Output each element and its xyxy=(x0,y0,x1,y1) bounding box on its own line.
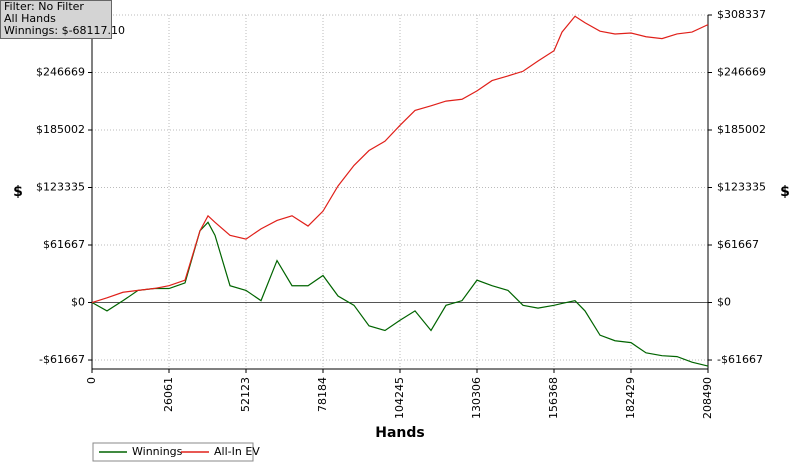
legend-label: Winnings xyxy=(132,445,183,458)
info-text: All Hands xyxy=(4,12,56,25)
y-tick-label: $123335 xyxy=(36,181,85,194)
x-tick-label: 52123 xyxy=(239,377,252,412)
y2-tick-label: $308337 xyxy=(717,8,766,21)
y2-axis-label: $ xyxy=(780,184,790,200)
info-text: Filter: No Filter xyxy=(4,0,84,13)
legend-label: All-In EV xyxy=(214,445,260,458)
x-tick-label: 104245 xyxy=(393,377,406,419)
y2-tick-label: -$61667 xyxy=(717,353,763,366)
y-tick-label: -$61667 xyxy=(39,353,85,366)
y2-tick-label: $61667 xyxy=(717,238,759,251)
info-box xyxy=(0,0,112,39)
x-tick-label: 78184 xyxy=(316,377,329,412)
y-tick-label: $0 xyxy=(71,296,85,309)
y2-tick-label: $185002 xyxy=(717,123,766,136)
y-tick-label: $61667 xyxy=(43,238,85,251)
y-axis-label: $ xyxy=(13,184,23,200)
x-tick-label: 26061 xyxy=(162,377,175,412)
series-line xyxy=(91,15,709,304)
x-tick-label: 0 xyxy=(85,377,98,384)
y-tick-label: $185002 xyxy=(36,123,85,136)
x-tick-label: 182429 xyxy=(624,377,637,419)
y2-tick-label: $246669 xyxy=(717,66,766,79)
y-tick-label: $246669 xyxy=(36,66,85,79)
y2-tick-label: $0 xyxy=(717,296,731,309)
x-tick-label: 130306 xyxy=(470,377,483,419)
x-tick-label: 156368 xyxy=(547,377,560,419)
x-axis-label: Hands xyxy=(375,425,425,441)
info-text: Winnings: $-68117.10 xyxy=(4,24,125,37)
legend-box xyxy=(92,442,254,462)
x-tick-label: 208490 xyxy=(701,377,714,419)
y2-tick-label: $123335 xyxy=(717,181,766,194)
